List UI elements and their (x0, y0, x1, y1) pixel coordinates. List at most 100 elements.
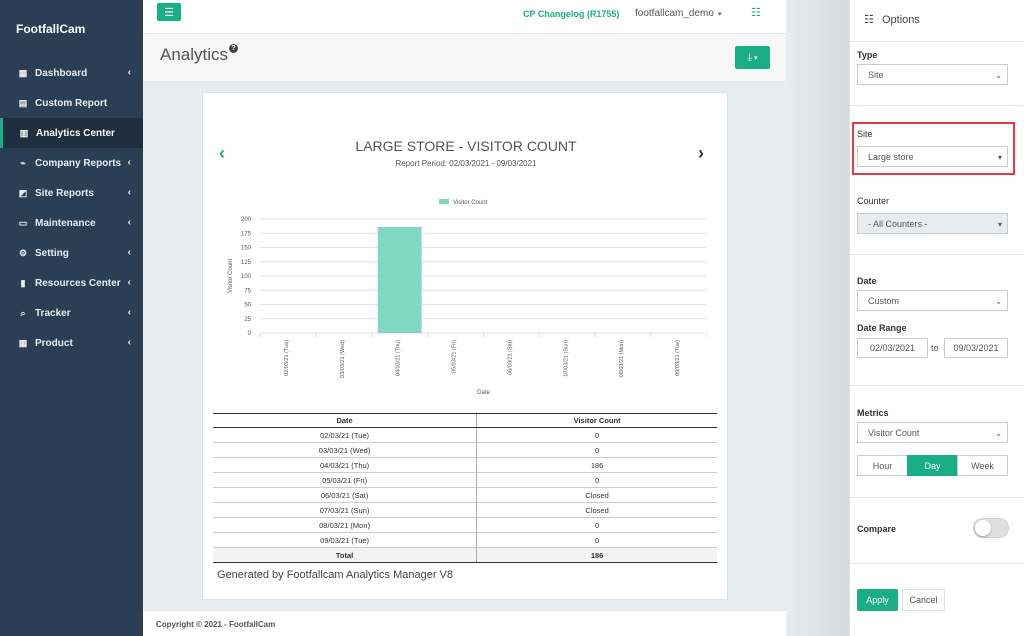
y-tick-label: 200 (241, 217, 252, 223)
y-tick-label: 100 (241, 274, 252, 280)
divider (850, 105, 1024, 106)
sidebar-item-maintenance[interactable]: ▭ Maintenance ‹ (0, 208, 143, 238)
cancel-button[interactable]: Cancel (902, 589, 945, 611)
date-select-value: Custom (868, 295, 900, 306)
site-select[interactable]: Large store ▾ (857, 146, 1008, 167)
sidebar-item-label: Resources Center (35, 277, 121, 289)
sidebar-item-site-reports[interactable]: ◩ Site Reports ‹ (0, 178, 143, 208)
table-row: 04/03/21 (Thu) 186 (213, 457, 717, 473)
type-select[interactable]: Site ⌄ (857, 64, 1008, 85)
chevron-left-icon: ‹ (127, 337, 131, 348)
options-title: Options (882, 14, 920, 26)
x-tick-label: 09/03/21 (Tue) (675, 340, 681, 376)
sidebar-item-analytics-center[interactable]: ▥ Analytics Center (0, 118, 143, 148)
search-icon: ⌕ (20, 307, 26, 318)
sidebar-item-label: Analytics Center (36, 127, 115, 139)
help-icon[interactable]: ? (229, 44, 238, 53)
sidebar-item-custom-report[interactable]: ▤ Custom Report (0, 88, 143, 118)
sidebar-item-dashboard[interactable]: ▦ Dashboard ‹ (0, 58, 143, 88)
metrics-select-value: Visitor Count (868, 427, 920, 438)
total-cell: 186 (476, 547, 717, 563)
line-chart-icon: ⌁ (20, 157, 26, 168)
counter-select[interactable]: - All Counters - ▾ (857, 213, 1008, 234)
changelog-link[interactable]: CP Changelog (R1755) (523, 9, 620, 19)
sidebar-item-setting[interactable]: ⚙ Setting ‹ (0, 238, 143, 268)
next-arrow-icon[interactable]: › (698, 143, 704, 163)
y-tick-label: 0 (248, 331, 252, 337)
options-panel: ☷ Options Type Site ⌄ Site Large store ▾… (849, 0, 1024, 636)
compare-toggle[interactable] (973, 518, 1009, 538)
date-to-input[interactable]: 09/03/2021 (944, 338, 1008, 358)
date-select[interactable]: Custom ⌄ (857, 290, 1008, 311)
generated-by-text: Generated by Footfallcam Analytics Manag… (217, 569, 454, 581)
report-table: Date Visitor Count 02/03/21 (Tue) 0 03/03/… (213, 413, 717, 563)
x-tick-label: 08/03/21 (Mon) (619, 340, 625, 377)
type-label: Type (857, 50, 878, 60)
chevron-left-icon: ‹ (127, 277, 131, 288)
copyright-text: Copyright © 2021 - FootfallCam (156, 620, 276, 629)
site-select-value: Large store (868, 151, 914, 162)
sidebar-item-company-reports[interactable]: ⌁ Company Reports ‹ (0, 148, 143, 178)
main-content: ☰ CP Changelog (R1755) footfallcam_demo ▾… (143, 0, 786, 636)
x-tick-label: 02/03/21 (Tue) (284, 340, 290, 376)
table-cell: 03/03/21 (Wed) (213, 442, 477, 458)
table-cell: 09/03/21 (Tue) (213, 532, 477, 548)
hamburger-icon: ☰ (164, 6, 174, 19)
metrics-label: Metrics (857, 408, 889, 418)
sidebar-item-resources-center[interactable]: ▮ Resources Center ‹ (0, 268, 143, 298)
granularity-day-button[interactable]: Day (907, 455, 958, 476)
book-icon: ▮ (20, 277, 26, 288)
bar-chart-icon: ▥ (19, 127, 29, 138)
table-cell: 186 (476, 457, 717, 473)
sidebar-item-tracker[interactable]: ⌕ Tracker ‹ (0, 298, 143, 328)
sidebar-item-product[interactable]: ▦ Product ‹ (0, 328, 143, 358)
table-row: 08/03/21 (Mon) 0 (213, 517, 717, 533)
chevron-left-icon: ‹ (127, 217, 131, 228)
table-row: 06/03/21 (Sat) Closed (213, 487, 717, 503)
th-icon: ▦ (18, 337, 28, 348)
total-cell: Total (213, 547, 477, 563)
toggle-knob (975, 520, 991, 536)
user-menu[interactable]: footfallcam_demo ▾ (635, 8, 721, 19)
cogs-icon: ⚙ (18, 247, 28, 258)
sidebar-item-label: Maintenance (35, 217, 96, 229)
x-tick-label: 06/03/21 (Sat) (507, 340, 513, 375)
area-chart-icon: ◩ (18, 187, 28, 198)
sidebar-item-label: Setting (35, 247, 69, 259)
counter-label: Counter (857, 196, 890, 206)
chevron-left-icon: ‹ (127, 307, 131, 318)
apply-button[interactable]: Apply (857, 589, 898, 611)
y-tick-label: 150 (241, 246, 252, 252)
sidebar-item-label: Product (35, 337, 73, 349)
sidebar-item-label: Dashboard (35, 67, 88, 79)
table-row: 05/03/21 (Fri) 0 (213, 472, 717, 488)
caret-down-icon: ▾ (753, 54, 758, 62)
table-row: 03/03/21 (Wed) 0 (213, 442, 717, 458)
options-header: ☷ Options (850, 0, 1024, 42)
chevron-left-icon: ‹ (127, 247, 131, 258)
report-period: Report Period: 02/03/2021 - 09/03/2021 (395, 159, 537, 168)
menu-toggle-button[interactable]: ☰ (157, 3, 181, 21)
date-from-input[interactable]: 02/03/2021 (857, 338, 928, 358)
granularity-hour-button[interactable]: Hour (857, 455, 908, 476)
sidebar-item-label: Site Reports (35, 187, 94, 199)
date-to-label: to (931, 343, 939, 353)
table-cell: 0 (476, 532, 717, 548)
user-name: footfallcam_demo (635, 8, 714, 19)
table-cell: 07/03/21 (Sun) (213, 502, 477, 518)
previous-arrow-icon[interactable]: ‹ (219, 143, 225, 163)
metrics-select[interactable]: Visitor Count ⌄ (857, 422, 1008, 443)
task-list-icon[interactable]: ☷ (751, 7, 761, 19)
sidebar-item-label: Company Reports (35, 157, 122, 169)
chart-bar (377, 226, 422, 333)
brand-logo[interactable]: FootfallCam (16, 22, 86, 36)
divider (850, 563, 1024, 564)
caret-down-icon: ▾ (997, 220, 1002, 229)
download-button[interactable]: ⤓ ▾ (735, 46, 770, 69)
granularity-week-button[interactable]: Week (957, 455, 1008, 476)
table-cell: 0 (476, 427, 717, 443)
top-bar: ☰ CP Changelog (R1755) footfallcam_demo ▾… (143, 0, 786, 34)
table-header-row: Date Visitor Count (213, 413, 717, 428)
chevron-down-icon: ⌄ (995, 429, 1002, 438)
y-tick-label: 125 (241, 260, 252, 266)
